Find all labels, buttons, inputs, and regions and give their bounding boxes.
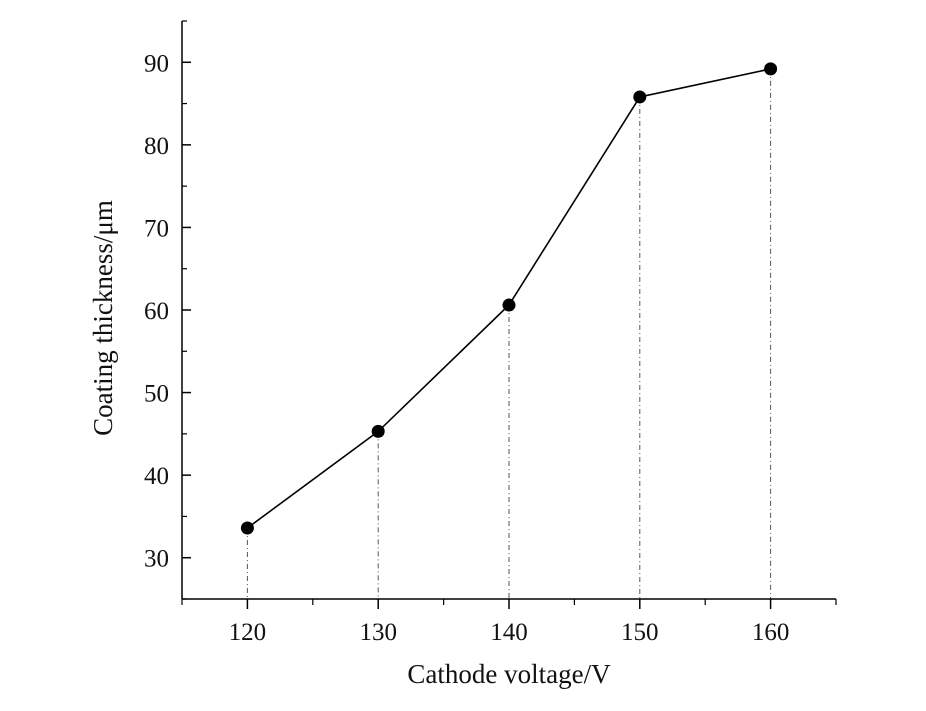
series-markers: [240, 62, 778, 535]
y-tick-label: 80: [144, 133, 169, 160]
x-tick-label: 150: [621, 619, 659, 646]
y-tick-label: 90: [144, 50, 169, 77]
x-tick-label: 120: [229, 619, 267, 646]
tick-labels: 30 40 50 60 70 80 90 120 130 140 150 160: [144, 50, 789, 646]
x-axis-title: Cathode voltage/V: [407, 659, 611, 689]
series-line: [246, 68, 771, 529]
drop-lines: [246, 68, 772, 599]
y-tick-label: 40: [144, 463, 169, 490]
x-tick-label: 160: [752, 619, 790, 646]
series-line-group: [246, 68, 771, 529]
data-point: [240, 521, 254, 535]
data-point: [371, 424, 385, 438]
y-tick-label: 50: [144, 381, 169, 408]
data-point: [633, 90, 647, 104]
y-tick-label: 70: [144, 215, 169, 242]
x-tick-label: 140: [490, 619, 528, 646]
data-point: [764, 62, 778, 76]
y-axis-title: Coating thickness/μm: [88, 200, 118, 436]
ticks: [181, 20, 837, 609]
y-tick-label: 30: [144, 546, 169, 573]
x-tick-label: 130: [359, 619, 397, 646]
data-point: [502, 298, 516, 312]
y-tick-label: 60: [144, 298, 169, 325]
